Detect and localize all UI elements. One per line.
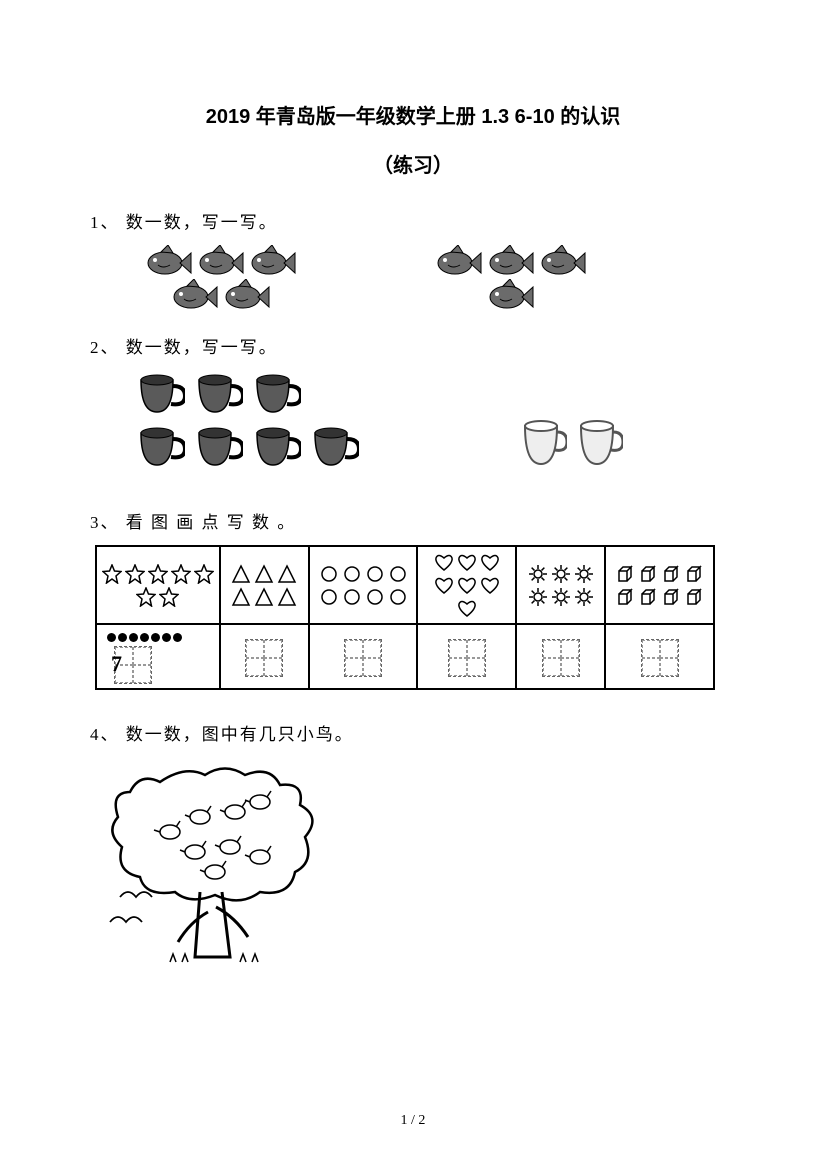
cup-icon — [251, 370, 301, 415]
shape-cell — [220, 546, 309, 624]
tree-birds-icon — [100, 757, 330, 977]
shape-cell — [417, 546, 516, 624]
cup-set-left — [135, 370, 359, 468]
question-1-images — [90, 245, 736, 311]
fish-icon — [247, 245, 297, 277]
answer-box — [641, 639, 679, 677]
cup-icon — [309, 423, 359, 468]
cup-outline-icon — [519, 418, 567, 468]
shape-cell — [516, 546, 605, 624]
page-title: 2019 年青岛版一年级数学上册 1.3 6-10 的认识 — [90, 100, 736, 129]
fish-icon — [485, 245, 535, 277]
answer-box — [344, 639, 382, 677]
cup-icon — [193, 423, 243, 468]
answer-cell — [516, 624, 605, 689]
page-number: 1 / 2 — [0, 1113, 826, 1129]
question-3-label: 3、 看 图 画 点 写 数 。 — [90, 508, 736, 533]
fish-icon — [143, 245, 193, 277]
answer-box — [245, 639, 283, 677]
page-subtitle: （练习） — [90, 149, 736, 178]
shape-cell — [605, 546, 714, 624]
shape-cell — [309, 546, 418, 624]
fish-group-right — [430, 245, 590, 311]
shape-cell — [96, 546, 220, 624]
answer-cell — [417, 624, 516, 689]
cup-icon — [251, 423, 301, 468]
example-number: 7 — [111, 651, 122, 677]
answer-box — [448, 639, 486, 677]
answer-cell — [309, 624, 418, 689]
question-2-label: 2、 数一数，写一写。 — [90, 333, 736, 358]
question-4-image — [90, 757, 736, 982]
answer-cell: 7 — [96, 624, 220, 689]
answer-box — [542, 639, 580, 677]
fish-icon — [221, 279, 271, 311]
cup-icon — [135, 370, 185, 415]
fish-icon — [485, 279, 535, 311]
cup-icon — [193, 370, 243, 415]
cup-outline-icon — [575, 418, 623, 468]
fish-icon — [537, 245, 587, 277]
fish-icon — [169, 279, 219, 311]
fish-icon — [195, 245, 245, 277]
question-2-images — [90, 370, 736, 468]
cup-icon — [135, 423, 185, 468]
question-4-label: 4、 数一数，图中有几只小鸟。 — [90, 720, 736, 745]
fish-group-left — [140, 245, 300, 311]
question-3-table: 7 — [95, 545, 715, 690]
fish-icon — [433, 245, 483, 277]
answer-cell — [605, 624, 714, 689]
question-1-label: 1、 数一数，写一写。 — [90, 208, 736, 233]
cup-set-right — [519, 418, 623, 468]
answer-cell — [220, 624, 309, 689]
